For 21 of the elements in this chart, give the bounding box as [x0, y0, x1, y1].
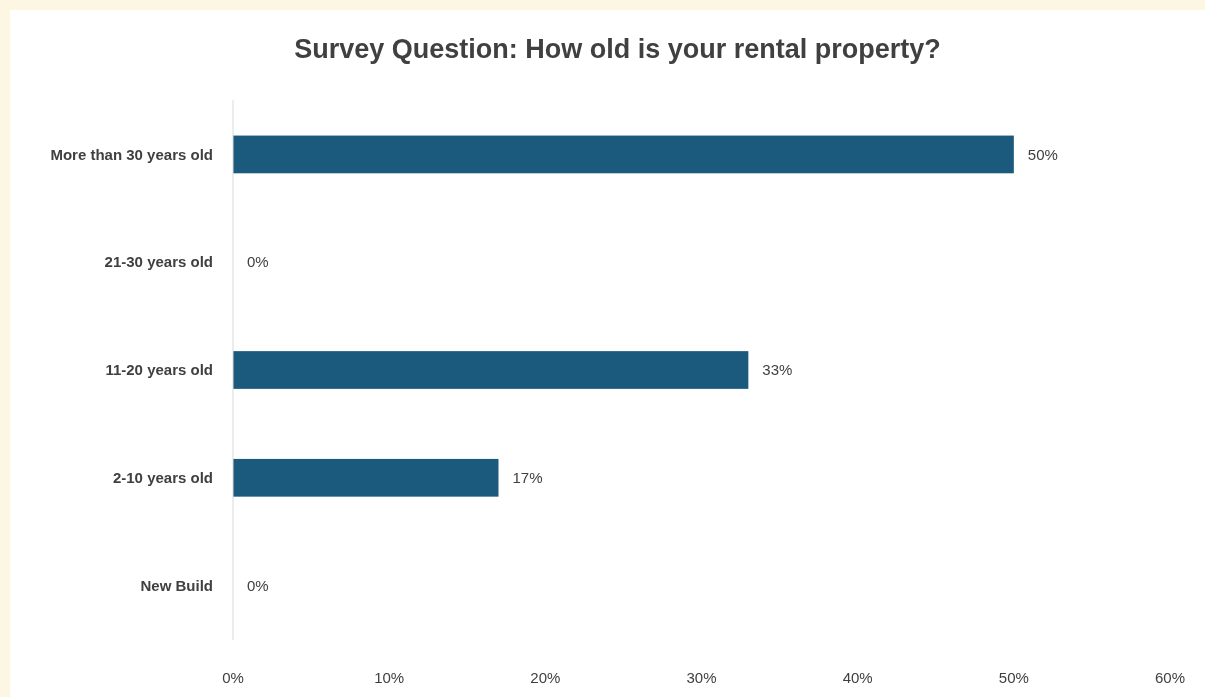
data-label: 0%	[247, 576, 269, 594]
x-tick-label: 40%	[842, 669, 873, 686]
data-label: 0%	[247, 253, 269, 271]
x-tick-label: 50%	[998, 669, 1029, 686]
data-label: 33%	[762, 361, 793, 379]
y-tick-label: New Build	[140, 576, 213, 594]
x-tick-label: 30%	[686, 669, 717, 686]
x-tick-label: 10%	[374, 669, 405, 686]
x-tick-label: 0%	[222, 669, 244, 686]
bar	[233, 458, 499, 497]
y-tick-label: 2-10 years old	[112, 469, 213, 487]
y-tick-label: 11-20 years old	[105, 361, 213, 379]
bar	[233, 351, 749, 389]
chart-title: Survey Question: How old is your rental property?	[294, 34, 941, 64]
x-tick-label: 20%	[530, 669, 561, 686]
data-label: 17%	[512, 469, 543, 487]
data-label: 50%	[1027, 145, 1058, 163]
x-tick-label: 60%	[1154, 669, 1186, 686]
y-tick-label: More than 30 years old	[50, 145, 213, 163]
y-tick-label: 21-30 years old	[104, 253, 213, 271]
bar	[233, 135, 1014, 174]
